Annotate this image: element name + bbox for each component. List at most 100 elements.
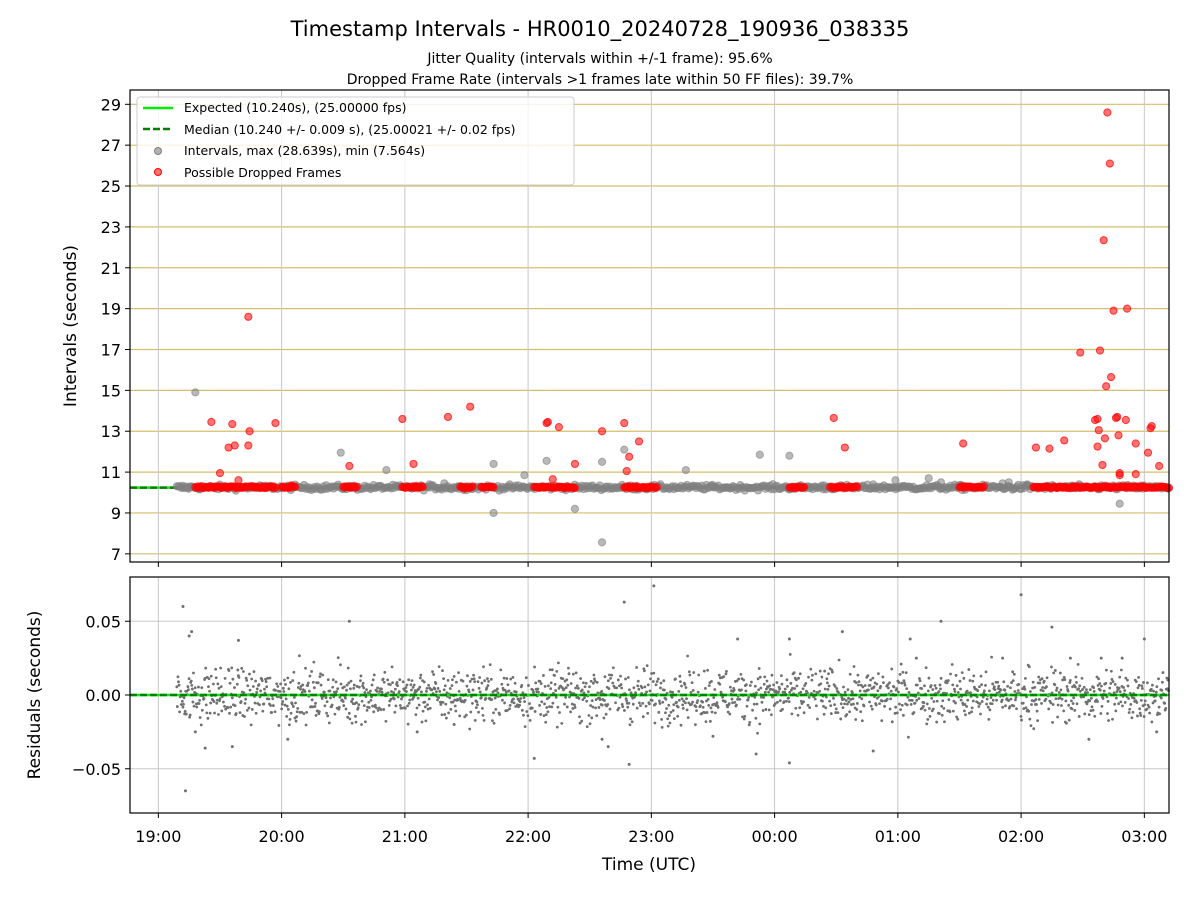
residual-point (678, 674, 682, 678)
dropped-frame-point (620, 418, 629, 428)
residual-point (988, 708, 992, 712)
residual-point (330, 703, 334, 707)
residual-point (602, 716, 606, 720)
residual-point (833, 684, 837, 688)
residual-point (851, 697, 855, 701)
residual-point (664, 697, 668, 701)
figure-subtitle-jitter: Jitter Quality (intervals within +/-1 fr… (426, 51, 772, 67)
residual-point (1023, 687, 1027, 691)
residual-point (630, 720, 634, 724)
residual-point (271, 704, 275, 707)
residual-point (448, 687, 452, 690)
residual-point (386, 678, 389, 682)
residual-point (293, 695, 296, 699)
residual-point (769, 713, 773, 717)
residual-point (1135, 701, 1139, 704)
residual-point (494, 707, 498, 711)
residual-point (244, 697, 248, 701)
residual-point (197, 702, 201, 705)
residual-point (660, 717, 663, 721)
residual-point (882, 681, 885, 685)
residual-point (468, 727, 472, 731)
residual-point (688, 673, 692, 677)
dropped-frame-point (622, 466, 631, 476)
residual-point (223, 704, 226, 708)
residual-point (401, 680, 405, 684)
residual-point (787, 696, 790, 700)
residual-point (370, 683, 374, 687)
legend-dropped-swatch (154, 168, 162, 176)
dropped-frame-point (979, 482, 988, 491)
residual-point (244, 676, 248, 680)
residual-point (635, 666, 639, 669)
residual-point (233, 686, 236, 689)
residual-point (406, 704, 409, 708)
residual-point (410, 679, 414, 683)
legend-expected-label: Expected (10.240s), (25.00000 fps) (184, 100, 406, 115)
residual-point (436, 687, 440, 690)
residual-point (253, 701, 257, 705)
intervals-y-ticks: 7 9 11 13 15 17 19 21 23 25 27 29 (101, 95, 130, 564)
residual-point (325, 700, 329, 704)
residual-point (898, 702, 901, 706)
residual-point (759, 686, 763, 690)
residual-point (1034, 698, 1038, 701)
residual-point (1039, 688, 1043, 692)
residual-point (1118, 690, 1122, 694)
interval-point (891, 476, 900, 485)
residual-point (288, 723, 291, 727)
residual-point (248, 672, 251, 676)
residual-point (585, 699, 589, 703)
residual-point (792, 671, 796, 675)
residual-point (1123, 701, 1127, 704)
residual-point (502, 676, 506, 680)
residual-point (347, 619, 351, 623)
residual-point (511, 676, 515, 679)
residual-point (1001, 705, 1005, 709)
residual-point (326, 678, 330, 682)
dropped-frame-point (1122, 304, 1132, 313)
residual-point (1014, 698, 1017, 702)
dropped-frame-point (1094, 426, 1103, 435)
residual-point (748, 720, 752, 724)
interval-point (755, 450, 764, 459)
residual-point (496, 687, 499, 691)
residual-point (1065, 685, 1069, 688)
interval-point (440, 479, 449, 488)
residual-point (192, 704, 196, 708)
residual-point (375, 690, 379, 693)
residual-point (822, 712, 826, 716)
dropped-frame-point (234, 476, 243, 485)
residual-point (523, 725, 527, 729)
residual-point (620, 703, 624, 706)
residual-point (703, 687, 707, 690)
residual-point (1083, 691, 1087, 694)
residual-point (567, 666, 570, 670)
residual-point (301, 683, 305, 687)
residual-point (707, 684, 711, 687)
residual-point (496, 691, 500, 695)
dropped-frame-point (1103, 108, 1112, 117)
residual-point (365, 708, 369, 712)
residual-point (234, 712, 238, 715)
residual-point (742, 717, 746, 721)
residual-point (680, 697, 684, 701)
residual-point (625, 699, 629, 703)
residual-point (193, 730, 197, 734)
residual-point (236, 638, 240, 642)
residual-point (223, 677, 227, 680)
residual-point (359, 674, 363, 678)
residual-point (827, 672, 830, 676)
residual-point (767, 690, 771, 694)
residual-point (880, 699, 884, 703)
residual-point (1067, 703, 1071, 707)
residual-point (203, 676, 207, 680)
residual-point (219, 685, 223, 689)
residual-point (782, 700, 786, 704)
residual-point (528, 718, 532, 722)
residual-point (1051, 721, 1054, 724)
residual-point (860, 719, 864, 723)
residual-point (446, 679, 450, 682)
residual-point (580, 688, 584, 692)
residual-point (284, 697, 288, 701)
